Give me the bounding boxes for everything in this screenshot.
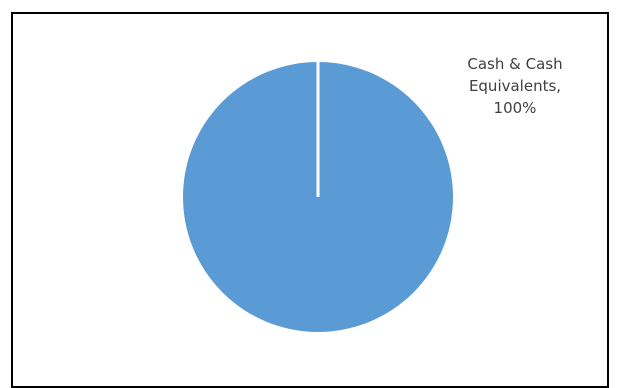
slice-data-label: Cash & Cash Equivalents, 100% xyxy=(440,53,590,119)
data-label-line-1: Cash & Cash xyxy=(467,55,563,73)
data-label-line-2: Equivalents, xyxy=(468,77,562,95)
pie-chart xyxy=(183,62,453,332)
data-label-line-3: 100% xyxy=(493,99,537,117)
